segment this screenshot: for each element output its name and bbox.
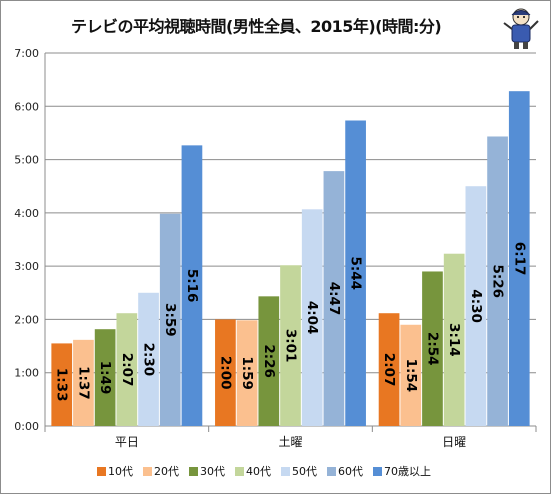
bar	[280, 265, 301, 426]
bar	[138, 292, 159, 426]
legend-swatch	[235, 466, 244, 476]
legend-label: 10代	[108, 465, 133, 478]
legend-label: 50代	[292, 465, 317, 478]
bar	[159, 213, 181, 426]
bar	[400, 324, 422, 426]
data-label: 5:26	[490, 264, 506, 298]
legend-swatch	[97, 466, 106, 476]
bar	[181, 145, 203, 426]
legend-label: 20代	[154, 465, 179, 478]
legend-label: 40代	[246, 465, 271, 478]
data-label: 2:26	[261, 344, 277, 378]
legend-item: 20代	[143, 463, 179, 479]
data-label: 1:59	[239, 356, 255, 390]
chart-title: テレビの平均視聴時間(男性全員、2015年)(時間:分)	[71, 17, 442, 36]
data-label: 5:16	[184, 269, 200, 303]
y-tick-label: 4:00	[14, 207, 39, 220]
legend-swatch	[373, 466, 382, 476]
bar	[73, 339, 94, 426]
legend-swatch	[281, 466, 290, 476]
legend-swatch	[189, 466, 198, 476]
mascot-character-icon	[503, 8, 539, 49]
legend-item: 40代	[235, 463, 271, 479]
bar	[258, 296, 280, 426]
bar	[215, 319, 236, 426]
bar	[51, 343, 73, 426]
y-tick-label: 3:00	[14, 260, 39, 273]
bar	[94, 329, 116, 426]
data-label: 1:33	[54, 368, 70, 402]
data-label: 4:30	[468, 289, 484, 323]
data-label: 4:47	[326, 282, 342, 316]
y-tick-label: 7:00	[14, 47, 39, 60]
bar	[465, 186, 487, 426]
x-tick-label: 日曜	[442, 435, 466, 449]
legend-item: 60代	[327, 463, 363, 479]
legend: 10代 20代 30代 40代 50代 60代 70歳以上	[97, 463, 431, 479]
data-label: 4:04	[304, 301, 320, 335]
data-label: 1:49	[97, 361, 113, 395]
legend-label: 30代	[200, 465, 225, 478]
y-tick-label: 1:00	[14, 367, 39, 380]
bar	[323, 171, 345, 426]
data-label: 5:44	[348, 256, 364, 290]
x-tick-label: 土曜	[278, 435, 302, 449]
data-label: 6:17	[511, 242, 527, 276]
legend-item: 50代	[281, 463, 317, 479]
bar	[378, 313, 400, 426]
bar	[345, 120, 366, 426]
bar	[443, 253, 465, 426]
bar	[508, 91, 530, 426]
legend-label: 60代	[338, 465, 363, 478]
data-label: 2:00	[217, 356, 233, 390]
data-label: 1:37	[75, 366, 91, 400]
data-label: 2:54	[424, 332, 440, 366]
bar	[301, 209, 323, 426]
y-tick-label: 2:00	[14, 313, 39, 326]
bar	[116, 313, 138, 426]
legend-swatch	[143, 466, 152, 476]
legend-item: 30代	[189, 463, 225, 479]
data-label: 2:30	[141, 343, 157, 377]
legend-swatch	[327, 466, 336, 476]
bar	[422, 271, 443, 426]
legend-label: 70歳以上	[384, 465, 431, 478]
data-label: 3:01	[283, 329, 299, 363]
y-tick-label: 5:00	[14, 154, 39, 167]
data-label: 3:14	[446, 323, 462, 357]
bar	[236, 320, 258, 426]
data-label: 2:07	[381, 353, 397, 387]
y-tick-label: 6:00	[14, 100, 39, 113]
data-label: 3:59	[162, 303, 178, 337]
x-tick-label: 平日	[115, 435, 139, 449]
y-tick-label: 0:00	[14, 420, 39, 433]
legend-item: 10代	[97, 463, 133, 479]
data-label: 2:07	[119, 353, 135, 387]
legend-item: 70歳以上	[373, 463, 431, 479]
bar	[487, 136, 508, 426]
data-label: 1:54	[403, 359, 419, 393]
